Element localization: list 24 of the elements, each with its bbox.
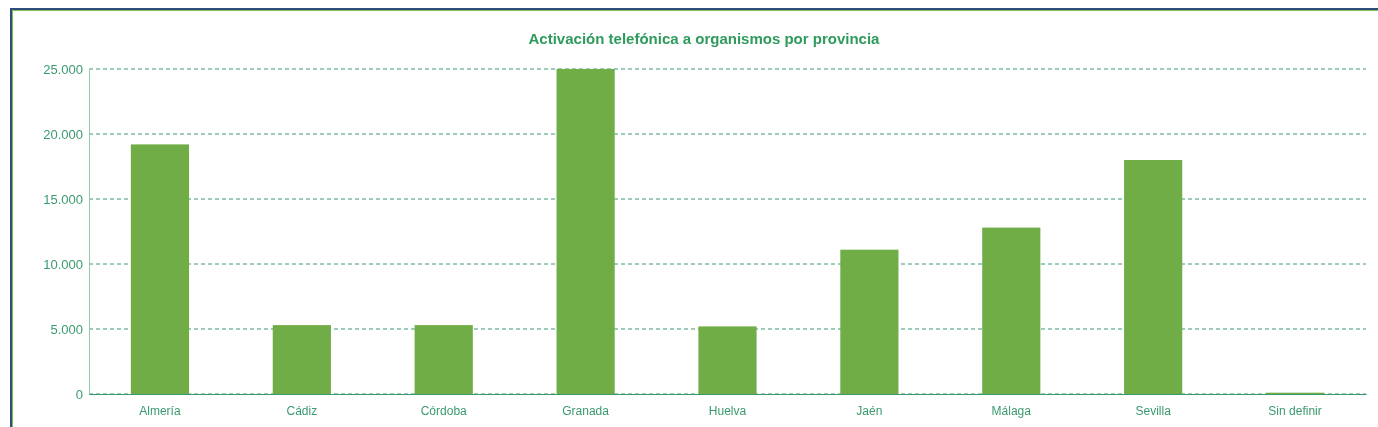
y-tick-label: 15.000: [43, 191, 83, 207]
x-tick-label: Almería: [139, 403, 181, 418]
y-tick-label: 5.000: [50, 321, 83, 337]
x-tick-label: Málaga: [991, 403, 1032, 418]
y-tick-label: 20.000: [43, 126, 83, 142]
bar: [840, 249, 899, 394]
chart-title: Activación telefónica a organismos por provincia: [528, 30, 881, 47]
bar: [698, 326, 757, 394]
x-tick-label: Sevilla: [1135, 403, 1172, 418]
x-tick-label: Jaén: [856, 403, 883, 418]
bar: [1124, 160, 1183, 394]
bar: [982, 227, 1041, 394]
y-tick-label: 10.000: [43, 256, 83, 272]
x-tick-label: Huelva: [708, 403, 747, 418]
x-tick-label: Sin definir: [1268, 403, 1322, 418]
y-tick-label: 25.000: [43, 61, 83, 77]
bar: [130, 144, 190, 394]
bar: [414, 325, 473, 394]
x-tick-label: Córdoba: [420, 403, 468, 418]
bar: [556, 69, 615, 394]
bar: [272, 325, 331, 394]
x-tick-label: Granada: [562, 403, 610, 418]
y-tick-label: 0: [75, 386, 83, 402]
x-tick-label: Cádiz: [286, 403, 318, 418]
